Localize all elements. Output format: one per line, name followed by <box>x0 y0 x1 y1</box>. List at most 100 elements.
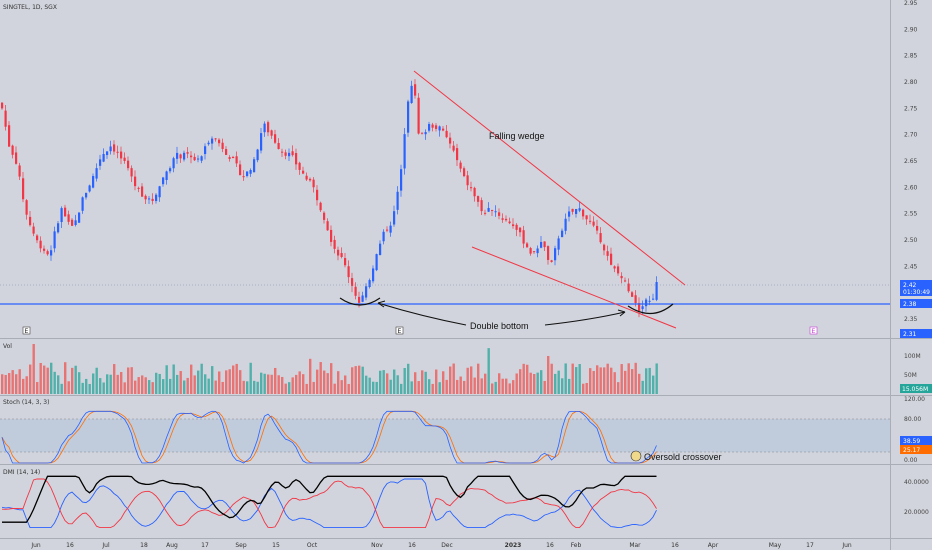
candle-body <box>319 202 322 211</box>
volume-bar <box>183 380 186 394</box>
stoch-k-line <box>1 410 657 464</box>
volume-bar <box>361 366 364 394</box>
candle-body <box>610 253 613 265</box>
candle-body <box>361 295 364 302</box>
last-price-badge: 2.42 01:30:49 <box>900 280 932 296</box>
volume-bar <box>200 363 203 394</box>
candle-body <box>389 225 392 233</box>
dmi-title[interactable]: DMI (14, 14) <box>3 469 41 476</box>
volume-bar <box>575 367 578 394</box>
candle-body <box>613 266 616 269</box>
price-tick: 2.90 <box>904 26 918 33</box>
candle-body <box>92 176 95 188</box>
date-tick: Mar <box>629 542 641 549</box>
volume-bar <box>610 367 613 394</box>
volume-bar <box>74 365 77 394</box>
candle-body <box>463 168 466 177</box>
volume-bar <box>326 373 329 394</box>
volume-badge <box>900 384 932 393</box>
price-axis-ticks: 2.95 2.90 2.85 2.80 2.75 2.70 2.65 2.60 2.55 2.50… <box>904 0 918 323</box>
candle-body <box>270 130 273 136</box>
falling-wedge-label[interactable]: Falling wedge <box>489 131 545 141</box>
wedge-upper-trendline[interactable] <box>413 70 686 286</box>
candle-body <box>330 229 333 242</box>
volume-bar <box>571 363 574 394</box>
candle-body <box>589 220 592 222</box>
candle-body <box>190 155 193 158</box>
candle-body <box>578 208 581 211</box>
dmi-panel <box>0 465 890 538</box>
volume-bar <box>106 374 109 394</box>
volume-bar <box>414 372 417 394</box>
candle-body <box>582 209 585 217</box>
candle-body <box>22 178 25 200</box>
candle-body <box>295 153 298 165</box>
oversold-label[interactable]: Oversold crossover <box>644 452 722 462</box>
candle-body <box>326 221 329 231</box>
candle-body <box>386 229 389 231</box>
volume-last-value: 15.056M <box>902 386 928 393</box>
event-marker[interactable] <box>22 326 31 335</box>
volume-bar <box>382 370 385 394</box>
date-tick: May <box>769 542 782 549</box>
volume-bar <box>43 365 46 394</box>
candle-body <box>484 212 487 214</box>
volume-bar <box>176 374 179 394</box>
volume-title[interactable]: Vol <box>3 343 12 350</box>
candle-body <box>225 149 228 155</box>
volume-bar <box>519 369 522 394</box>
volume-bar <box>452 363 455 394</box>
candle-body <box>32 226 35 234</box>
candle-body <box>11 145 14 155</box>
candle-body <box>165 171 168 180</box>
volume-bar <box>543 380 546 394</box>
candle-body <box>116 151 119 153</box>
volume-bar <box>375 381 378 394</box>
volume-bar <box>620 364 623 394</box>
volume-bar <box>312 381 315 394</box>
candle-body <box>354 286 357 296</box>
arrow-left-head <box>377 300 386 308</box>
price-axis[interactable] <box>890 0 932 550</box>
level-badge: 2.38 <box>900 299 932 308</box>
minus-di-line <box>1 478 657 529</box>
candle-body <box>466 175 469 186</box>
symbol-title[interactable]: SINGTEL, 1D, SGX <box>3 4 57 11</box>
volume-bar <box>127 367 130 394</box>
volume-bar <box>396 375 399 394</box>
volume-bar <box>123 382 126 394</box>
volume-bar <box>655 363 658 394</box>
event-marker[interactable] <box>809 326 818 335</box>
volume-bar <box>358 365 361 394</box>
candle-body <box>344 258 347 266</box>
candle-body <box>186 152 189 154</box>
volume-bar <box>130 367 133 394</box>
date-tick: Nov <box>371 542 383 549</box>
volume-bar <box>386 373 389 394</box>
volume-bar <box>305 383 308 394</box>
candle-body <box>242 176 245 178</box>
volume-bar <box>487 348 490 394</box>
candle-body <box>393 211 396 225</box>
volume-bar <box>291 377 294 394</box>
candle-body <box>407 101 410 133</box>
candle-body <box>99 159 102 166</box>
date-tick: 15 <box>272 542 280 549</box>
date-tick: 17 <box>806 542 814 549</box>
volume-bar <box>246 381 249 394</box>
wedge-lower-trendline[interactable] <box>471 246 677 329</box>
volume-bar <box>568 378 571 394</box>
volume-bar <box>393 369 396 394</box>
volume-bar <box>389 379 392 394</box>
candle-body <box>29 216 32 226</box>
stoch-title[interactable]: Stoch (14, 3, 3) <box>3 399 50 406</box>
volume-bar <box>526 364 529 394</box>
event-marker[interactable] <box>395 326 404 335</box>
time-axis[interactable]: Jun 16 Jul 18 Aug 17 Sep 15 Oct Nov 16 Dec 2023 16 Feb… <box>30 542 852 549</box>
price-tick: 2.55 <box>904 211 918 218</box>
volume-bar <box>536 372 539 394</box>
countdown-value: 01:30:49 <box>903 289 930 296</box>
double-bottom-label[interactable]: Double bottom <box>470 321 529 331</box>
volume-bar <box>641 380 644 394</box>
